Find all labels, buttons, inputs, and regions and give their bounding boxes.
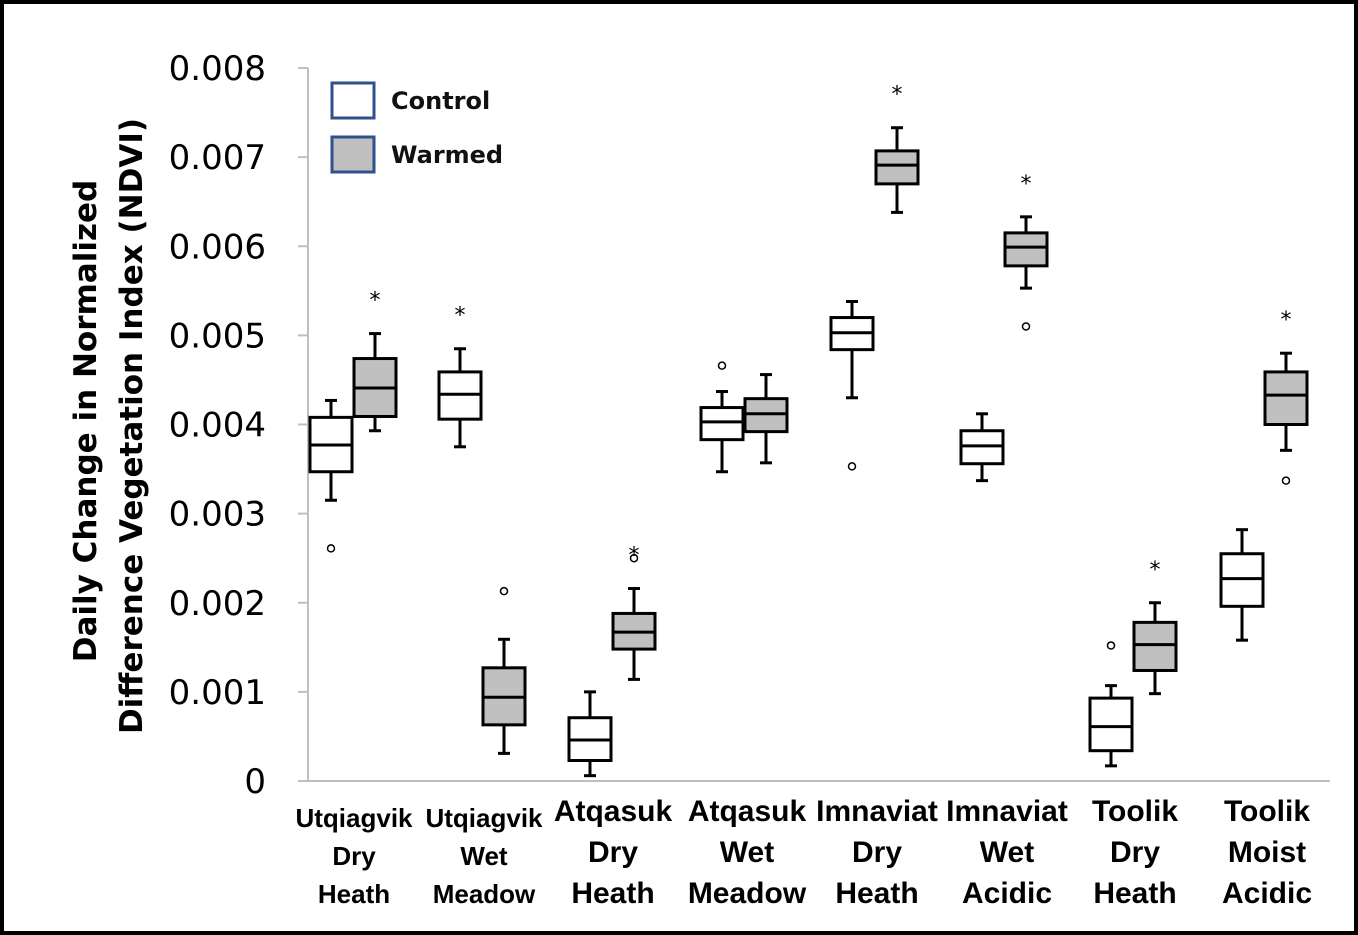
boxes: * * * * * * *	[308, 83, 1309, 778]
y-tick-label: 0.002	[169, 584, 266, 624]
control-box-8	[1219, 528, 1265, 642]
y-tick-label: 0.005	[169, 316, 266, 356]
category-label-line: Utqiagvik	[295, 803, 413, 833]
y-tick-label: 0	[244, 762, 266, 802]
legend: Control Warmed	[330, 81, 503, 174]
category-label-line: Imnaviat	[946, 795, 1068, 828]
category-label-line: Atqasuk	[554, 795, 673, 828]
y-tick-label: 0.001	[169, 673, 266, 713]
category-label-line: Wet	[720, 836, 774, 869]
category-label-line: Wet	[460, 841, 508, 871]
outlier-point	[629, 553, 639, 563]
warmed-box-4	[743, 373, 789, 465]
outlier-point	[717, 361, 727, 370]
significance-star: *	[370, 289, 381, 314]
category-label-line: Acidic	[1222, 877, 1312, 910]
y-tick-label: 0.004	[169, 406, 266, 446]
legend-item-control: Control	[330, 81, 490, 120]
y-tick-label: 0.008	[169, 49, 266, 89]
control-box-1	[308, 398, 354, 553]
warmed-box-5: *	[874, 83, 920, 214]
category-label-line: Toolik	[1224, 795, 1310, 828]
significance-star: *	[1281, 308, 1292, 333]
iqr-box	[1263, 370, 1309, 427]
category-label-line: Imnaviat	[816, 795, 938, 828]
control-box-2: *	[437, 304, 483, 449]
category-label-line: Toolik	[1092, 795, 1178, 828]
category-label-line: Dry	[1110, 836, 1160, 869]
y-axis-title-line1: Daily Change in Normalized	[68, 180, 104, 662]
significance-star: *	[892, 83, 903, 108]
legend-label: Warmed	[391, 141, 503, 169]
warmed-box-2	[481, 586, 527, 755]
outlier-point	[1021, 322, 1031, 331]
category-label-line: Acidic	[962, 877, 1052, 910]
legend-label: Control	[391, 87, 490, 115]
iqr-box	[874, 149, 920, 186]
outlier-point	[1281, 476, 1291, 485]
iqr-box	[1088, 696, 1134, 753]
outlier-point	[499, 586, 509, 596]
legend-item-warmed: Warmed	[330, 135, 503, 174]
category-label-line: Meadow	[688, 877, 807, 910]
y-tick-label: 0.007	[169, 138, 266, 178]
outlier-point	[326, 544, 336, 553]
warmed-box-1: *	[352, 289, 398, 433]
control-box-5	[829, 300, 875, 471]
control-box-3	[567, 690, 613, 778]
iqr-box	[699, 406, 745, 442]
category-label-line: Utqiagvik	[425, 803, 543, 833]
control-box-6	[959, 412, 1005, 483]
axes: 0 0.001 0.002 0.003 0.004 0.005 0.006 0.007 0.00…	[169, 49, 1330, 802]
legend-swatch	[330, 81, 376, 120]
y-tick-label: 0.006	[169, 227, 266, 267]
category-label-line: Heath	[1093, 877, 1176, 910]
significance-star: *	[1021, 172, 1032, 197]
category-label-line: Atqasuk	[688, 795, 807, 828]
category-label-line: Moist	[1228, 836, 1306, 869]
warmed-box-6: *	[1003, 172, 1049, 331]
warmed-box-3: *	[611, 543, 657, 681]
category-label-line: Wet	[980, 836, 1034, 869]
warmed-box-7: *	[1132, 558, 1178, 696]
category-label-line: Dry	[332, 841, 376, 871]
y-axis-title: Daily Change in Normalized Difference Ve…	[68, 118, 150, 734]
legend-swatch	[330, 135, 376, 174]
control-box-7	[1088, 641, 1134, 768]
iqr-box	[1003, 231, 1049, 268]
category-label-line: Dry	[588, 836, 638, 869]
significance-star: *	[629, 543, 640, 568]
category-label-line: Dry	[852, 836, 902, 869]
control-box-4	[699, 361, 745, 474]
category-label-line: Heath	[571, 877, 654, 910]
significance-star: *	[1150, 558, 1161, 583]
y-axis-title-line2: Difference Vegetation Index (NDVI)	[114, 118, 150, 734]
x-axis-labels: Utqiagvik Dry Heath Utqiagvik Wet Meadow Atqas…	[295, 795, 1312, 910]
category-label-line: Meadow	[433, 879, 536, 909]
y-tick-label: 0.003	[169, 495, 266, 535]
significance-star: *	[455, 304, 466, 329]
category-label-line: Heath	[318, 879, 390, 909]
iqr-box	[1132, 620, 1178, 672]
boxplot-chart: Daily Change in Normalized Difference Ve…	[68, 49, 1330, 910]
warmed-box-8: *	[1263, 308, 1309, 485]
category-label-line: Heath	[835, 877, 918, 910]
outlier-point	[847, 462, 857, 471]
outlier-point	[1106, 641, 1116, 650]
